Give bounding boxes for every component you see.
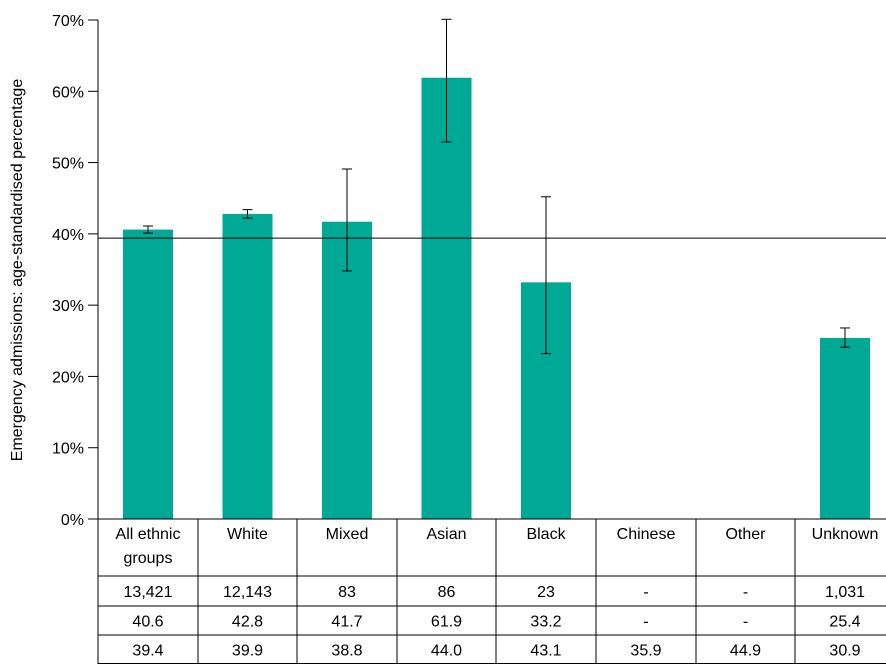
category-label: Chinese <box>617 526 676 543</box>
table-cell: 44.9 <box>730 643 761 660</box>
category-label-line: Black <box>526 526 566 543</box>
category-label: Asian <box>426 526 466 543</box>
y-axis-label: Emergency admissions: age-standardised p… <box>9 79 26 462</box>
category-label-line: Other <box>725 526 766 543</box>
table-cell: 86 <box>438 584 456 601</box>
table-cell: 12,143 <box>223 584 272 601</box>
table-cell: 42.8 <box>232 614 263 631</box>
y-tick-label: 30% <box>52 298 84 315</box>
y-tick-label: 10% <box>52 441 84 458</box>
category-label-line: Unknown <box>812 526 879 543</box>
y-tick-label: 40% <box>52 227 84 244</box>
category-label: Other <box>725 526 766 543</box>
category-label-line: Mixed <box>326 526 369 543</box>
table-cell: 33.2 <box>530 614 561 631</box>
table-cell: 35.9 <box>630 643 661 660</box>
bar <box>820 337 870 519</box>
table-cell: 30.9 <box>829 643 860 660</box>
table-cell: 41.7 <box>331 614 362 631</box>
table-cell: 39.4 <box>132 643 163 660</box>
category-label-line: Chinese <box>617 526 676 543</box>
table-cell: 83 <box>338 584 356 601</box>
table-cell: - <box>743 614 748 631</box>
category-label: All ethnic groups <box>116 526 181 567</box>
y-tick-label: 60% <box>52 84 84 101</box>
y-tick-label: 50% <box>52 156 84 173</box>
table-cell: 43.1 <box>530 643 561 660</box>
table-cell: 23 <box>537 584 555 601</box>
table-cell: 44.0 <box>431 643 462 660</box>
table-cell: - <box>743 584 748 601</box>
bar <box>421 77 472 520</box>
y-tick-label: 0% <box>61 512 84 529</box>
bar <box>123 229 173 519</box>
bar <box>222 213 273 519</box>
category-label-line: groups <box>124 550 173 567</box>
table-cell: 39.9 <box>232 643 263 660</box>
category-label: White <box>227 526 268 543</box>
category-label: Black <box>526 526 566 543</box>
table-cell: - <box>643 614 648 631</box>
table-cell: 40.6 <box>132 614 163 631</box>
table-cell: 1,031 <box>825 584 865 601</box>
category-label: Mixed <box>326 526 369 543</box>
category-label-line: Asian <box>426 526 466 543</box>
table-cell: 25.4 <box>829 614 860 631</box>
table-cell: - <box>643 584 648 601</box>
y-tick-label: 70% <box>52 13 84 30</box>
table-cell: 13,421 <box>124 584 173 601</box>
category-label-line: White <box>227 526 268 543</box>
table-cell: 38.8 <box>331 643 362 660</box>
category-label-line: All ethnic <box>116 526 181 543</box>
y-tick-label: 20% <box>52 369 84 386</box>
table-cell: 61.9 <box>431 614 462 631</box>
category-label: Unknown <box>812 526 879 543</box>
